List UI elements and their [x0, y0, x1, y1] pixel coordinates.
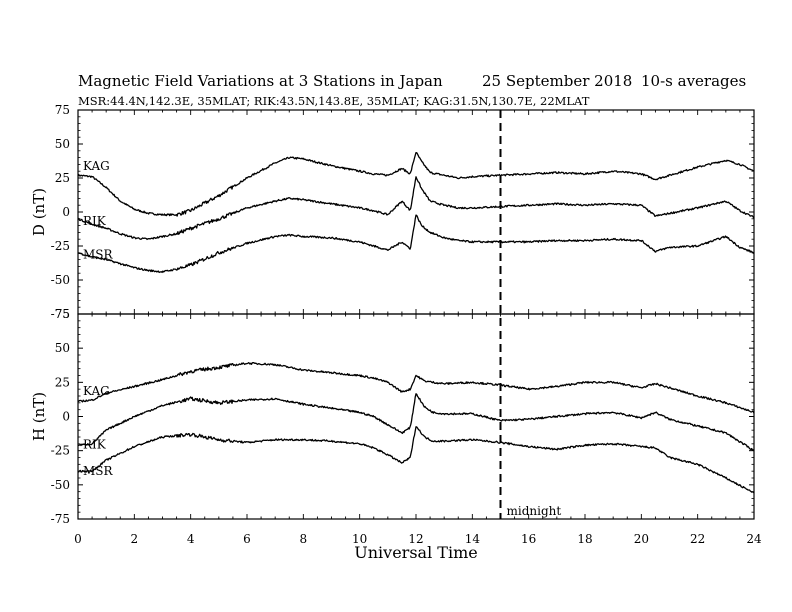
- y-tick-label: 50: [55, 137, 70, 151]
- series-line-msr: [78, 426, 755, 494]
- y-tick-label: -25: [51, 444, 70, 458]
- y-tick-label: -50: [51, 273, 70, 287]
- series-label-rik: RIK: [83, 438, 107, 452]
- series-line-rik: [77, 176, 755, 241]
- series-label-rik: RIK: [83, 214, 107, 228]
- y-tick-label: 0: [62, 410, 70, 424]
- x-tick-label: 6: [243, 532, 251, 546]
- series-line-msr: [77, 214, 755, 274]
- chart-date: 25 September 2018: [482, 72, 633, 90]
- x-tick-label: 22: [690, 532, 705, 546]
- y-tick-label: -25: [51, 239, 70, 253]
- y-tick-label: 25: [55, 171, 70, 185]
- series-label-msr: MSR: [83, 247, 114, 261]
- series-line-kag: [77, 362, 755, 414]
- x-tick-label: 4: [187, 532, 195, 546]
- x-tick-label: 12: [408, 532, 423, 546]
- y-tick-label: 75: [55, 103, 70, 117]
- chart-title: Magnetic Field Variations at 3 Stations …: [78, 72, 443, 90]
- y-tick-label: 0: [62, 205, 70, 219]
- x-tick-label: 16: [521, 532, 536, 546]
- x-tick-label: 2: [131, 532, 139, 546]
- x-tick-label: 10: [352, 532, 367, 546]
- series-label-kag: KAG: [83, 159, 110, 173]
- y-tick-label: -75: [51, 307, 70, 321]
- y-tick-label: 50: [55, 341, 70, 355]
- series-label-msr: MSR: [83, 464, 114, 478]
- series-line-kag: [77, 151, 754, 217]
- y-axis-label: H (nT): [30, 392, 48, 441]
- panel-frame-2: [77, 313, 755, 520]
- y-axis-label: D (nT): [30, 188, 48, 236]
- x-tick-label: 24: [746, 532, 762, 546]
- x-tick-label: 8: [300, 532, 308, 546]
- x-tick-label: 18: [577, 532, 592, 546]
- station-info: MSR:44.4N,142.3E, 35MLAT; RIK:43.5N,143.…: [78, 94, 590, 108]
- y-tick-label: -75: [51, 512, 70, 526]
- x-tick-label: 14: [465, 532, 481, 546]
- x-tick-label: 20: [634, 532, 649, 546]
- x-tick-label: 0: [74, 532, 82, 546]
- series-line-rik: [77, 393, 755, 452]
- x-axis-label: Universal Time: [354, 543, 477, 562]
- averaging-note: 10-s averages: [641, 72, 747, 90]
- panel-frame-1: [77, 109, 755, 315]
- y-tick-label: 25: [55, 375, 70, 389]
- series-label-kag: KAG: [83, 384, 110, 398]
- y-tick-label: 75: [55, 307, 70, 321]
- midnight-label: midnight: [507, 504, 562, 518]
- y-tick-label: -50: [51, 478, 70, 492]
